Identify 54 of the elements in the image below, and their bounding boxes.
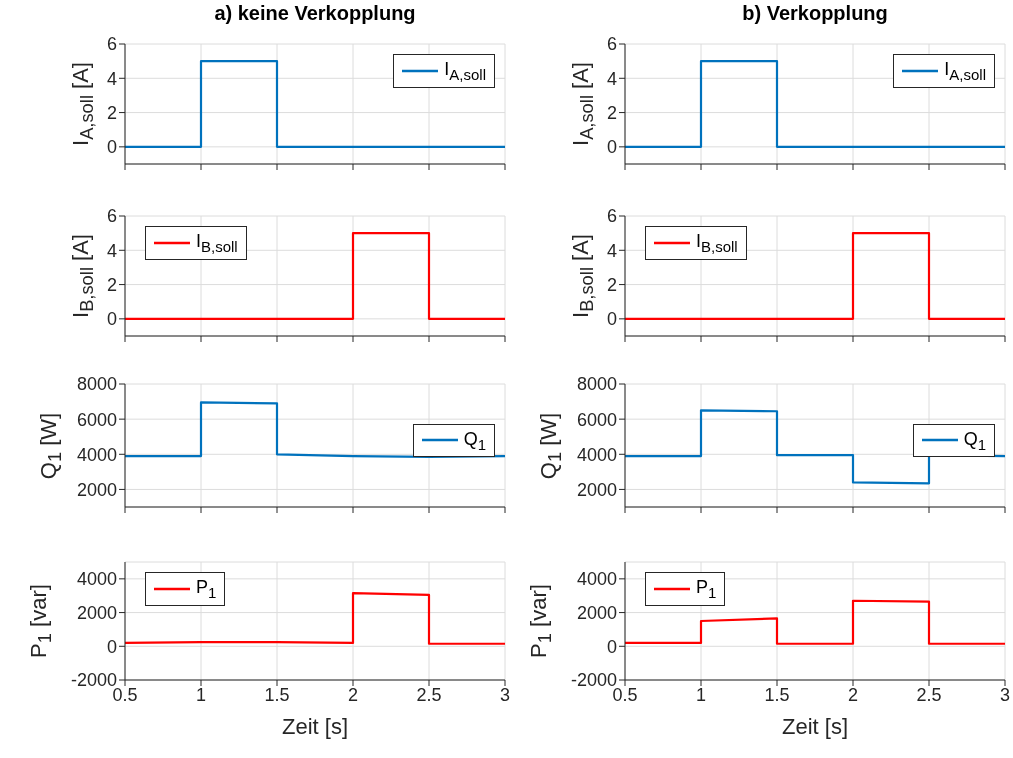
x-tick-label: 2 — [347, 684, 359, 705]
y-tick-label: 8000 — [76, 374, 117, 395]
y-tick-label: 2000 — [576, 602, 617, 623]
x-tick-label: 2.5 — [416, 684, 442, 705]
y-tick-label: 6 — [106, 34, 117, 55]
chart-title: a) keine Verkopplung — [213, 2, 417, 25]
y-tick-label: 0 — [106, 309, 117, 330]
y-tick-label: 2 — [106, 102, 117, 123]
legend-label: I$_{A,soll}$ — [944, 59, 986, 83]
x-tick-label: 2.5 — [916, 684, 942, 705]
y-tick-label: 2 — [606, 274, 617, 295]
y-tick-label: 6 — [106, 206, 117, 227]
legend-label: Q$_{1}$ — [963, 428, 986, 453]
y-tick-label: 4000 — [576, 569, 617, 590]
y-tick-label: 4000 — [576, 444, 617, 465]
y-tick-label: 0 — [106, 636, 117, 657]
chart-title: b) Verkopplung — [741, 2, 889, 25]
legend-label: I$_{B,soll}$ — [696, 231, 738, 255]
y-tick-label: 0 — [606, 137, 617, 158]
x-tick-label: 1.5 — [764, 684, 790, 705]
y-tick-label: 2 — [106, 274, 117, 295]
x-axis-title: Zeit [s] — [781, 714, 848, 739]
y-tick-label: 4 — [106, 68, 117, 89]
legend-label: I$_{B,soll}$ — [196, 231, 238, 255]
legend-label: I$_{A,soll}$ — [444, 59, 486, 83]
y-tick-label: 2000 — [76, 602, 117, 623]
x-axis-title: Zeit [s] — [281, 714, 348, 739]
y-tick-label: 2000 — [576, 479, 617, 500]
line-series — [125, 401, 505, 459]
y-tick-label: 6000 — [576, 409, 617, 430]
legend-label: Q$_{1}$ — [463, 428, 486, 453]
y-tick-label: 6 — [606, 206, 617, 227]
legend-label: P$_{1}$ — [696, 577, 717, 601]
x-tick-label: 1 — [195, 684, 207, 705]
y-tick-label: 4000 — [76, 444, 117, 465]
y-tick-label: 4 — [606, 240, 617, 261]
y-tick-label: 4 — [106, 240, 117, 261]
y-tick-label: 4000 — [76, 569, 117, 590]
y-tick-label: 2 — [606, 102, 617, 123]
y-tick-label: 6 — [606, 34, 617, 55]
legend-label: P$_{1}$ — [196, 577, 217, 601]
line-series — [625, 599, 1005, 645]
x-tick-label: 1 — [695, 684, 707, 705]
y-tick-label: 8000 — [576, 374, 617, 395]
y-tick-label: 0 — [606, 636, 617, 657]
x-tick-label: 1.5 — [264, 684, 290, 705]
x-tick-label: 3 — [999, 684, 1011, 705]
y-tick-label: 2000 — [76, 479, 117, 500]
y-tick-label: 0 — [606, 309, 617, 330]
y-tick-label: 4 — [606, 68, 617, 89]
x-tick-label: 3 — [499, 684, 511, 705]
y-tick-label: 0 — [106, 137, 117, 158]
x-tick-label: 2 — [847, 684, 859, 705]
y-tick-label: 6000 — [76, 409, 117, 430]
